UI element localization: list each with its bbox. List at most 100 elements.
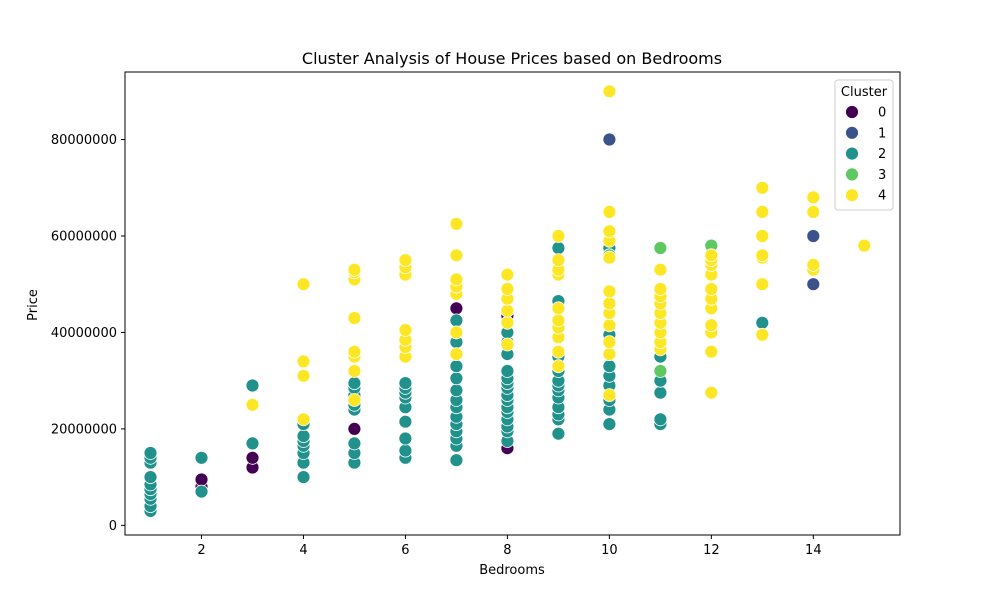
data-point [602,224,617,239]
data-point [653,262,668,277]
data-point [347,376,362,391]
data-point [755,327,770,342]
x-axis-label: Bedrooms [479,563,545,578]
data-point [398,431,413,446]
data-point [347,436,362,451]
data-point [602,347,617,362]
data-point [347,262,362,277]
x-tick-label: 6 [401,543,409,558]
x-tick-label: 12 [703,543,720,558]
data-point [449,359,464,374]
data-point [398,323,413,337]
data-point [653,364,668,378]
series-cluster-4 [245,84,872,427]
data-point [806,257,821,272]
data-point [857,238,872,253]
data-point [296,412,311,427]
legend-marker [845,188,859,203]
data-point [551,426,566,441]
data-point [245,397,260,412]
data-point [704,282,719,296]
data-point [755,315,770,330]
data-point [194,472,209,487]
data-point [449,248,464,263]
data-point [704,344,719,359]
data-point [806,229,821,243]
y-tick-label: 0 [109,519,117,534]
legend: Cluster 0 1 2 3 4 [834,79,894,211]
data-point [347,393,362,407]
legend-label: 4 [878,189,886,204]
data-point [551,253,566,268]
data-point [755,180,770,195]
data-point [449,272,464,287]
data-point [245,450,260,465]
data-point [806,190,821,205]
data-point [449,216,464,231]
data-point [143,446,158,460]
data-point [296,429,311,444]
legend-label: 0 [878,106,886,121]
legend-marker [845,146,859,161]
data-point [704,318,719,333]
data-point [653,412,668,427]
data-point [755,277,770,292]
data-point [551,359,566,374]
data-point [347,364,362,378]
data-point [500,282,515,296]
data-point [755,204,770,219]
data-point [449,371,464,386]
data-point [551,301,566,316]
data-point [602,388,617,403]
data-point [602,318,617,333]
data-point [398,414,413,429]
data-point [449,301,464,316]
data-point [551,344,566,359]
data-point [296,470,311,485]
data-point [602,359,617,374]
y-axis-label: Price [26,289,41,321]
y-tick-label: 40000000 [51,326,117,341]
legend-label: 2 [878,147,886,162]
x-tick-label: 2 [197,543,205,558]
x-tick-label: 4 [299,543,307,558]
data-point [245,378,260,393]
data-point [449,347,464,362]
data-point [143,470,158,485]
data-point [449,453,464,468]
legend-label: 3 [878,168,886,183]
data-point [704,248,719,263]
data-point [500,267,515,282]
data-point [500,303,515,318]
plot-frame [124,71,901,536]
x-tick-label: 14 [805,543,822,558]
data-point [806,277,821,292]
data-point [296,277,311,292]
chart-title: Cluster Analysis of House Prices based o… [302,49,722,68]
legend-title: Cluster [841,85,888,100]
plot-area [124,71,901,536]
data-point [194,484,209,499]
data-point [704,385,719,400]
data-point [347,421,362,436]
data-point [602,84,617,99]
x-tick-label: 8 [503,543,511,558]
data-point [500,337,515,352]
data-point [500,364,515,378]
data-point [296,354,311,369]
data-point [194,450,209,465]
data-point [653,282,668,296]
data-point [551,313,566,328]
data-point [602,296,617,311]
data-point [449,313,464,328]
y-tick-label: 20000000 [51,422,117,437]
data-point [602,335,617,350]
data-point [296,368,311,383]
data-point [602,204,617,219]
legend-marker [845,167,859,182]
data-point [449,383,464,398]
x-axis: 2 4 6 8 10 12 14 [197,535,822,558]
data-point [755,229,770,243]
data-point [602,132,617,147]
